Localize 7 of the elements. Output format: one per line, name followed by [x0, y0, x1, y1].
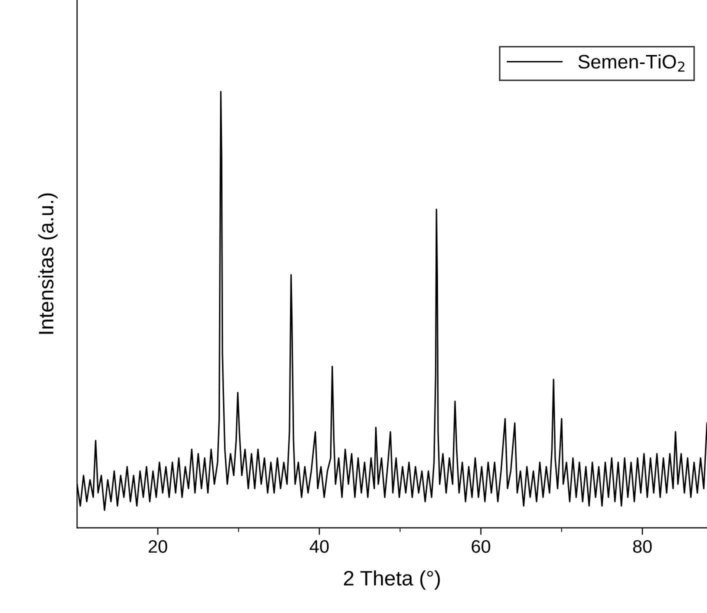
x-tick-label: 60	[472, 540, 490, 553]
x-tick-label: 80	[633, 540, 652, 553]
x-tick-label: 40	[310, 540, 329, 553]
x-axis-title: 2 Theta (°)	[344, 570, 440, 590]
x-tick-label: 20	[148, 540, 168, 553]
legend-label: Semen-TiO$_{2}$	[578, 54, 684, 72]
y-axis-title: Intensitas (a.u.)	[38, 193, 58, 334]
